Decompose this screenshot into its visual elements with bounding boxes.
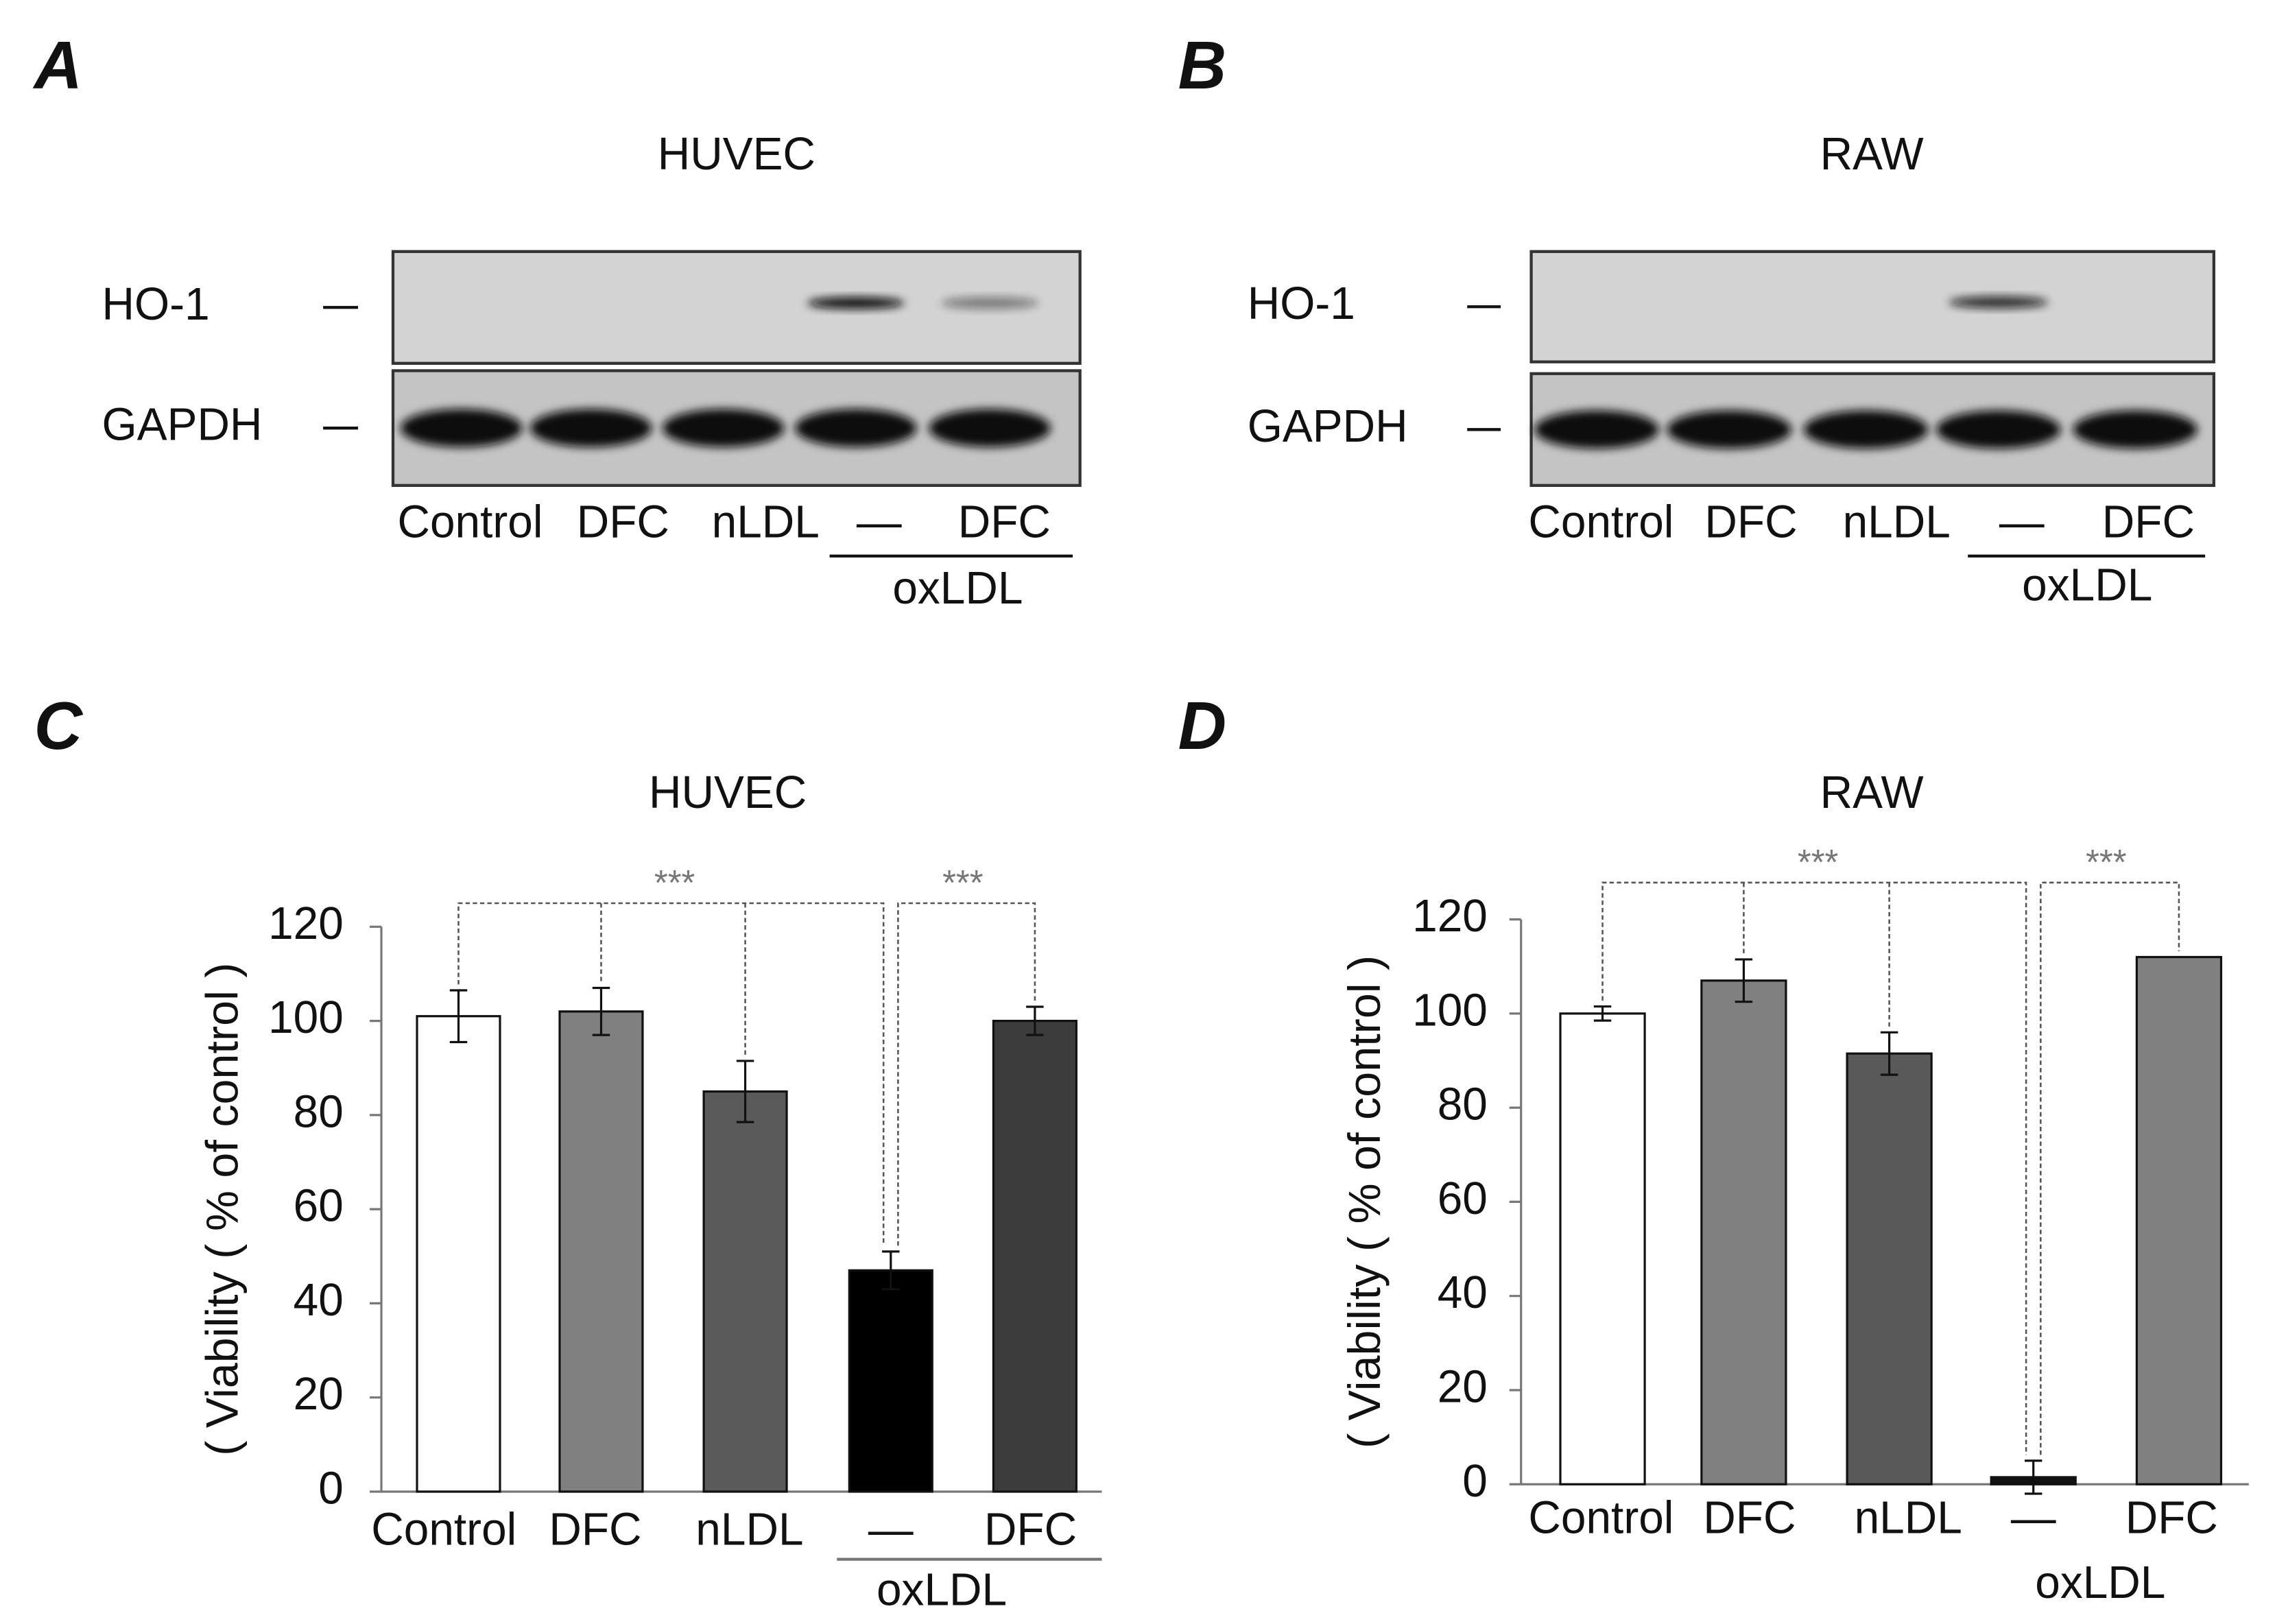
- x-tick-label: DFC: [2125, 1492, 2218, 1543]
- lane-label: DFC: [2102, 497, 2195, 547]
- blot-band: [1803, 410, 1929, 449]
- bar: [2135, 955, 2223, 1485]
- blot-band: [662, 409, 785, 448]
- y-tick-label: 80: [1438, 1079, 1488, 1130]
- blot-title: HUVEC: [658, 129, 815, 180]
- y-tick-label: 20: [294, 1369, 344, 1420]
- x-tick-label: Control: [1528, 1492, 1674, 1543]
- blot-frame: [1529, 250, 2215, 363]
- row-label: HO-1: [1248, 278, 1355, 329]
- group-label: oxLDL: [877, 1564, 1007, 1615]
- bar: [416, 1015, 501, 1493]
- group-label: oxLDL: [892, 563, 1023, 614]
- y-axis-label: ( Viability ( % of control ): [198, 963, 248, 1456]
- row-label: GAPDH: [1248, 401, 1408, 452]
- panel-letter: D: [1178, 688, 1226, 764]
- bar: [992, 1019, 1077, 1493]
- lane-label: —: [857, 497, 903, 547]
- x-tick-label: DFC: [984, 1504, 1077, 1555]
- blot-band: [1936, 410, 2061, 449]
- significance: ***: [1798, 843, 1839, 882]
- bracket: [1601, 881, 2027, 1455]
- bracket: [2040, 881, 2180, 1455]
- y-tick-label: 0: [318, 1463, 344, 1514]
- significance: ***: [654, 863, 695, 903]
- significance: ***: [2086, 843, 2127, 882]
- blot-title: RAW: [1820, 129, 1925, 180]
- y-tick-label: 120: [268, 898, 344, 949]
- lane-label: nLDL: [1843, 497, 1951, 547]
- blot-band: [529, 409, 652, 448]
- chart-title: HUVEC: [649, 767, 807, 818]
- significance: ***: [942, 863, 984, 903]
- panel-letter: C: [34, 688, 84, 764]
- group-label: oxLDL: [2022, 560, 2152, 610]
- lane-label: —: [1999, 497, 2045, 547]
- bar: [848, 1269, 933, 1493]
- x-tick-label: —: [2011, 1492, 2057, 1543]
- blot-band: [1949, 296, 2049, 309]
- panel-letter: B: [1178, 27, 1226, 104]
- row-label: HO-1: [102, 279, 210, 330]
- blot-band: [400, 409, 523, 448]
- blot-band: [1667, 410, 1791, 449]
- y-tick-label: 120: [1412, 891, 1488, 942]
- y-tick-label: 80: [294, 1086, 344, 1137]
- x-tick-label: nLDL: [1855, 1492, 1962, 1543]
- bar: [1846, 1052, 1933, 1485]
- y-tick-label: 0: [1462, 1455, 1488, 1506]
- y-tick-label: 60: [1438, 1173, 1488, 1224]
- x-tick-label: —: [868, 1504, 914, 1555]
- lane-label: Control: [397, 497, 543, 547]
- lane-label: DFC: [1704, 497, 1797, 547]
- lane-label: DFC: [577, 497, 669, 547]
- bar: [558, 1010, 644, 1493]
- row-label: GAPDH: [102, 399, 263, 450]
- chart-title: RAW: [1820, 767, 1925, 818]
- y-tick-label: 40: [1438, 1267, 1488, 1318]
- blot-band: [2073, 410, 2198, 449]
- panel-letter: A: [32, 27, 82, 104]
- y-tick-label: 20: [1438, 1361, 1488, 1412]
- blot-band: [1534, 410, 1659, 449]
- blot-band: [807, 297, 905, 309]
- bar: [1700, 979, 1787, 1485]
- lane-label: Control: [1528, 497, 1674, 547]
- y-tick-label: 60: [294, 1180, 344, 1231]
- blot-band: [941, 297, 1039, 309]
- bar: [702, 1090, 788, 1493]
- bracket: [897, 902, 1036, 1246]
- bar: [1559, 1012, 1646, 1485]
- y-tick-label: 100: [1412, 985, 1488, 1036]
- x-tick-label: DFC: [1703, 1492, 1796, 1543]
- lane-label: nLDL: [712, 497, 820, 547]
- blot-band: [929, 409, 1051, 448]
- x-tick-label: DFC: [549, 1504, 641, 1555]
- y-tick-label: 40: [294, 1275, 344, 1326]
- bracket: [457, 902, 885, 1246]
- group-label: oxLDL: [2035, 1557, 2165, 1608]
- y-tick-label: 100: [268, 992, 344, 1043]
- lane-label: DFC: [958, 497, 1051, 547]
- blot-band: [795, 409, 917, 448]
- y-axis-label: ( Viability ( % of control ): [1340, 955, 1391, 1448]
- x-tick-label: nLDL: [695, 1504, 803, 1555]
- x-tick-label: Control: [371, 1504, 516, 1555]
